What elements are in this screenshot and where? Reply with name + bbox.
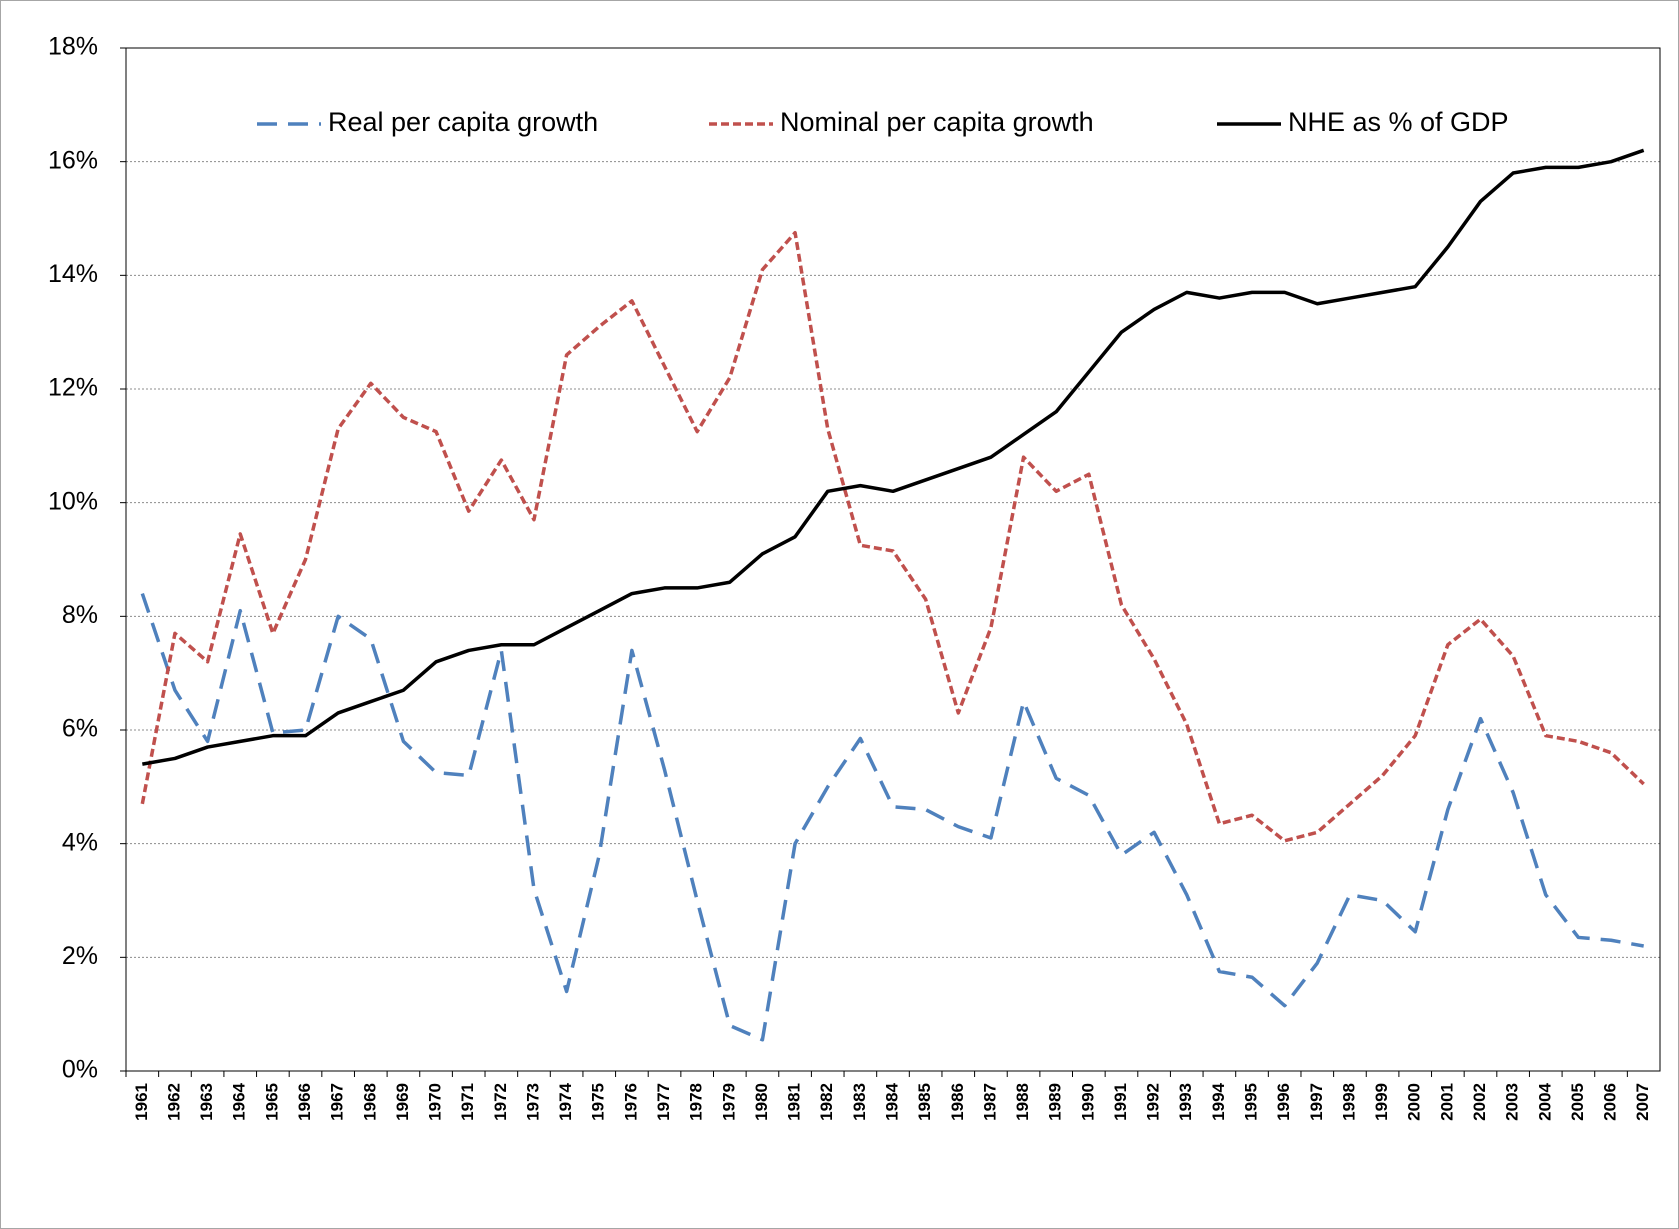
x-tick-label: 1968 [360,1083,379,1121]
y-tick-label: 10% [48,487,98,515]
x-tick-label: 1994 [1209,1082,1228,1120]
legend-label: NHE as % of GDP [1288,107,1509,137]
x-tick-label: 1991 [1111,1083,1130,1121]
x-tick-label: 1987 [980,1083,999,1121]
x-tick-label: 1984 [882,1082,901,1120]
x-tick-label: 2005 [1568,1083,1587,1121]
plot-frame [125,47,1661,1072]
x-tick-label: 1977 [654,1083,673,1121]
x-tick-label: 1981 [785,1083,804,1121]
x-tick-label: 1966 [295,1083,314,1121]
x-tick-label: 1993 [1176,1083,1195,1121]
x-tick-label: 1975 [589,1083,608,1121]
x-tick-label: 2006 [1601,1083,1620,1121]
x-tick-label: 1992 [1144,1083,1163,1121]
x-tick-label: 1976 [621,1083,640,1121]
x-tick-label: 1997 [1307,1083,1326,1121]
x-tick-label: 1983 [850,1083,869,1121]
x-tick-label: 2004 [1535,1082,1554,1120]
y-tick-label: 0% [62,1056,98,1084]
y-tick-label: 6% [62,715,98,743]
x-tick-label: 1969 [393,1083,412,1121]
series-line [142,148,1645,766]
x-tick-label: 1963 [197,1083,216,1121]
x-tick-label: 1967 [328,1083,347,1121]
x-tick-label: 1962 [164,1083,183,1121]
x-tick-label: 1989 [1046,1083,1065,1121]
y-tick-label: 8% [62,601,98,629]
legend-label: Real per capita growth [328,107,598,137]
y-tick-label: 4% [62,828,98,856]
x-tick-label: 1965 [262,1083,281,1121]
x-tick-label: 1973 [523,1083,542,1121]
y-tick-label: 2% [62,942,98,970]
x-tick-label: 1972 [491,1083,510,1121]
y-tick-label: 18% [48,33,98,61]
x-tick-label: 1970 [426,1083,445,1121]
x-tick-label: 1995 [1242,1083,1261,1121]
x-tick-label: 1988 [1013,1083,1032,1121]
x-tick-label: 2001 [1437,1083,1456,1121]
x-tick-label: 1990 [1078,1083,1097,1121]
y-tick-label: 12% [48,374,98,402]
x-tick-label: 2000 [1405,1083,1424,1121]
x-tick-label: 1986 [948,1083,967,1121]
x-tick-label: 1979 [719,1083,738,1121]
x-tick-label: 1980 [752,1083,771,1121]
x-tick-label: 1961 [132,1083,151,1121]
x-tick-label: 1985 [915,1083,934,1121]
x-tick-label: 2002 [1470,1083,1489,1121]
y-tick-label: 16% [48,146,98,174]
x-tick-label: 1974 [556,1082,575,1120]
x-tick-label: 1998 [1339,1083,1358,1121]
series-line [140,593,1644,1042]
x-tick-label: 1996 [1274,1083,1293,1121]
x-tick-label: 1978 [687,1083,706,1121]
x-tick-label: 1999 [1372,1083,1391,1121]
x-tick-label: 1964 [230,1082,249,1120]
x-tick-label: 2003 [1503,1083,1522,1121]
y-tick-label: 14% [48,260,98,288]
legend-label: Nominal per capita growth [780,107,1094,137]
x-tick-label: 1971 [458,1083,477,1121]
x-tick-label: 1982 [817,1083,836,1121]
x-tick-label: 2007 [1633,1083,1652,1121]
series-line [140,230,1645,843]
